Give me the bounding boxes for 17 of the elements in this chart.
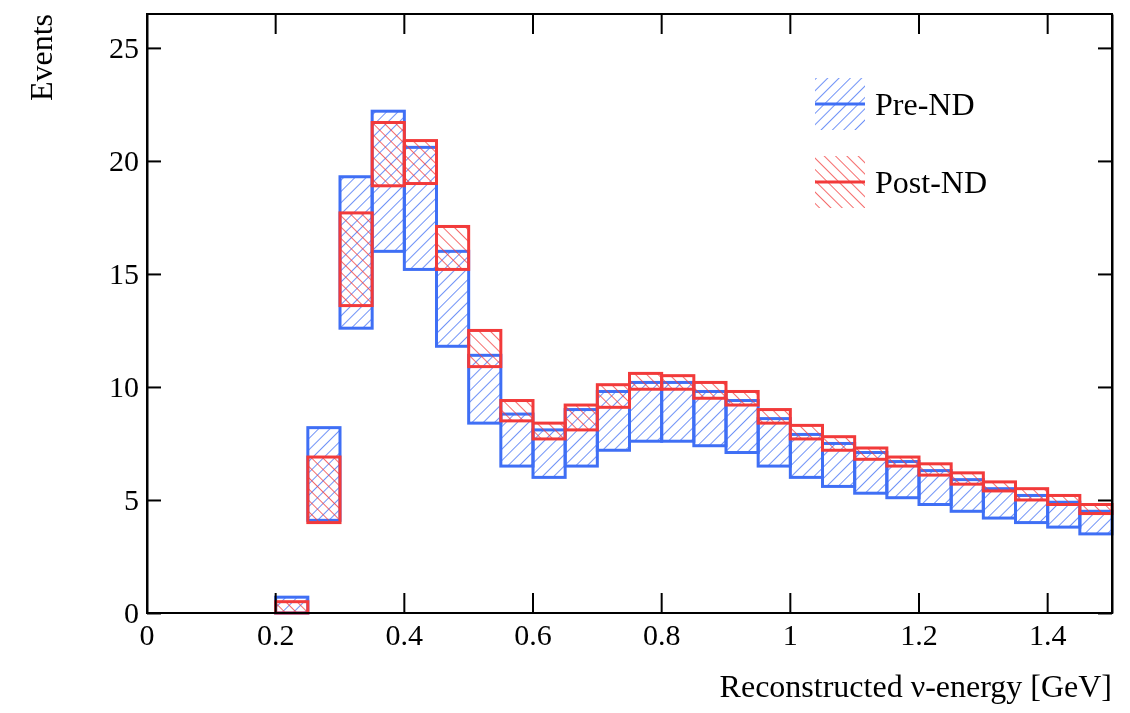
x-axis-title: Reconstructed ν-energy [GeV] bbox=[719, 668, 1112, 704]
y-tick-label: 0 bbox=[124, 596, 139, 630]
x-tick-label: 0.4 bbox=[385, 618, 424, 651]
y-tick-label: 20 bbox=[109, 144, 139, 178]
legend-label: Post-ND bbox=[875, 164, 988, 200]
x-tick-label: 1 bbox=[782, 618, 798, 651]
x-tick-label: 1.2 bbox=[900, 618, 938, 651]
x-tick-label: 0.2 bbox=[256, 618, 295, 651]
y-tick-label: 25 bbox=[109, 31, 139, 65]
legend-label: Pre-ND bbox=[875, 86, 975, 122]
y-axis-title: Events bbox=[23, 14, 59, 102]
y-tick-label: 15 bbox=[109, 257, 139, 291]
x-tick-label: 1.4 bbox=[1028, 618, 1067, 651]
y-tick-label: 5 bbox=[124, 483, 139, 517]
y-tick-label: 10 bbox=[109, 370, 139, 404]
x-tick-label: 0.6 bbox=[514, 618, 552, 651]
x-tick-label: 0.8 bbox=[642, 618, 681, 651]
